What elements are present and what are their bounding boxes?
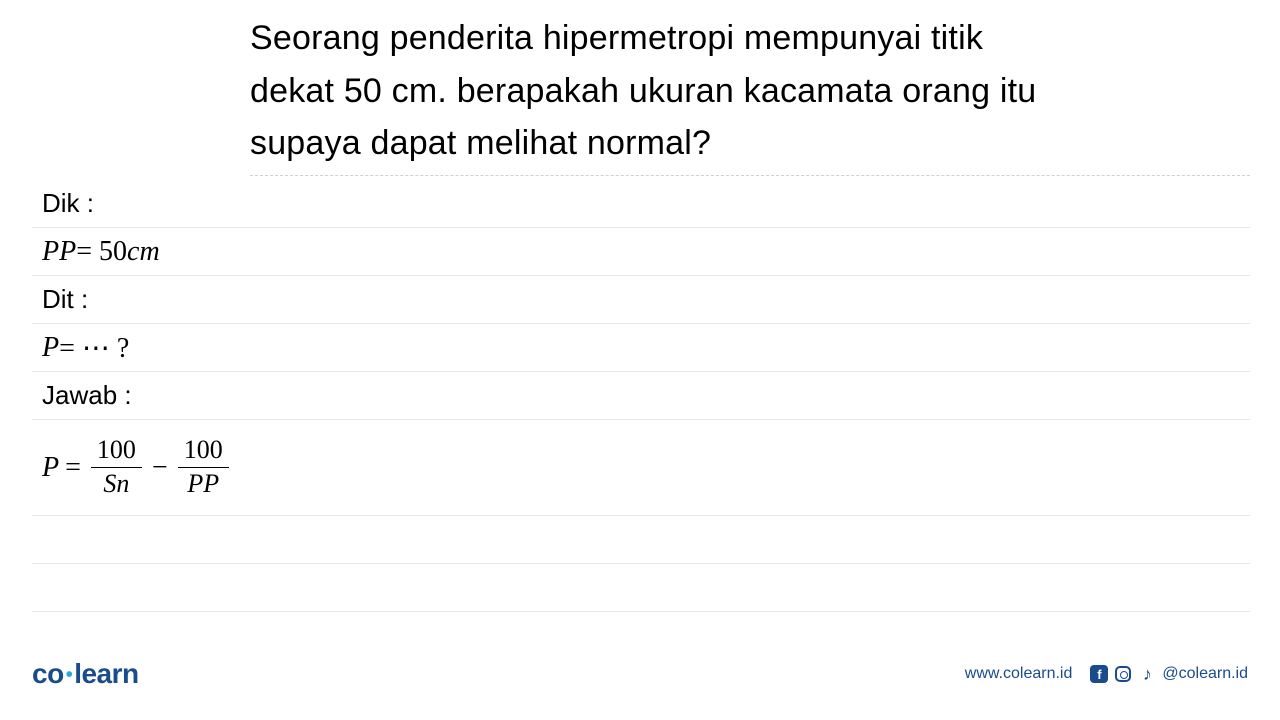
question-text: Seorang penderita hipermetropi mempunyai… <box>250 12 1040 170</box>
pp-variable: PP <box>42 236 76 268</box>
formula-minus: − <box>152 452 168 484</box>
fraction-1: 100 Sn <box>91 436 142 498</box>
pp-row: PP = 50 cm <box>32 228 1250 276</box>
footer-right: www.colearn.id f ♪ @colearn.id <box>965 665 1248 683</box>
question-divider <box>250 175 1250 176</box>
tiktok-icon: ♪ <box>1138 665 1156 683</box>
facebook-icon: f <box>1090 665 1108 683</box>
jawab-label: Jawab : <box>42 380 132 411</box>
social-icons: f ♪ @colearn.id <box>1090 665 1248 683</box>
empty-row-1 <box>32 516 1250 564</box>
logo-co: co <box>32 658 64 689</box>
brand-logo: co•learn <box>32 658 139 690</box>
formula-row: P = 100 Sn − 100 PP <box>32 420 1250 516</box>
website-url: www.colearn.id <box>965 665 1073 683</box>
fraction-1-num: 100 <box>91 436 142 468</box>
formula-lhs: P <box>42 452 59 484</box>
dit-label: Dit : <box>42 284 88 315</box>
pp-equals: = 50 <box>76 236 127 268</box>
pp-unit: cm <box>127 236 160 268</box>
dik-label-row: Dik : <box>32 180 1250 228</box>
fraction-2-den: PP <box>181 468 225 499</box>
logo-learn: learn <box>74 658 138 689</box>
formula-equals: = <box>65 452 81 484</box>
jawab-label-row: Jawab : <box>32 372 1250 420</box>
dit-label-row: Dit : <box>32 276 1250 324</box>
p-variable: P <box>42 332 59 364</box>
formula-equation: P = 100 Sn − 100 PP <box>42 436 233 498</box>
footer: co•learn www.colearn.id f ♪ @colearn.id <box>32 658 1248 690</box>
fraction-2-num: 100 <box>178 436 229 468</box>
dik-label: Dik : <box>42 188 94 219</box>
fraction-2: 100 PP <box>178 436 229 498</box>
fraction-1-den: Sn <box>97 468 135 499</box>
social-handle: @colearn.id <box>1162 665 1248 683</box>
instagram-icon <box>1114 665 1132 683</box>
worksheet-area: Dik : PP = 50 cm Dit : P = ⋯ ? Jawab : P… <box>32 180 1250 612</box>
empty-row-2 <box>32 564 1250 612</box>
p-equals: = ⋯ ? <box>59 331 129 365</box>
p-row: P = ⋯ ? <box>32 324 1250 372</box>
logo-dot-icon: • <box>64 664 75 686</box>
